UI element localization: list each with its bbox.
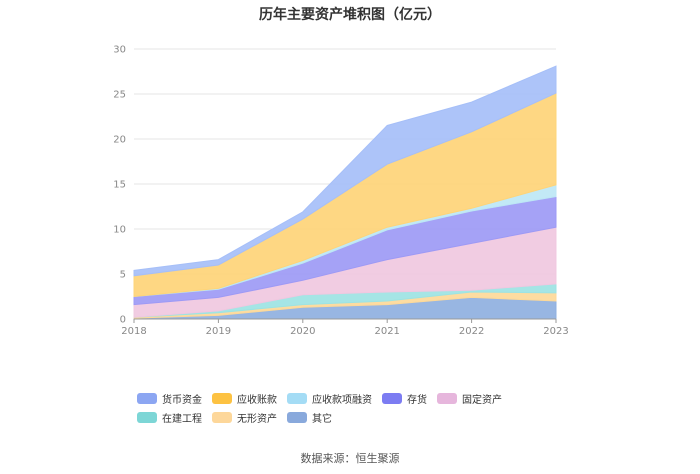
chart-title: 历年主要资产堆积图（亿元） [259, 7, 441, 23]
legend-label: 固定资产 [462, 394, 502, 406]
x-tick-label: 2020 [290, 326, 315, 337]
legend-label: 在建工程 [162, 413, 202, 425]
chart-legend: 货币资金 应收账款 应收款项融资 存货 固定资产在建工程 无形资产 其它 [137, 389, 577, 427]
x-tick-label: 2021 [374, 326, 399, 337]
legend-label: 其它 [312, 413, 332, 425]
y-tick-label: 20 [113, 135, 126, 146]
legend-item[interactable]: 其它 [287, 408, 332, 426]
x-tick-label: 2023 [543, 326, 568, 337]
legend-swatch [212, 392, 232, 404]
x-tick-label: 2018 [121, 326, 146, 337]
legend-swatch [287, 392, 307, 404]
y-tick-label: 25 [113, 90, 126, 101]
legend-label: 货币资金 [162, 394, 202, 406]
x-tick-label: 2022 [459, 326, 484, 337]
legend-item[interactable]: 固定资产 [437, 389, 502, 407]
legend-swatch [287, 411, 307, 423]
y-tick-label: 30 [113, 45, 126, 56]
data-source: 数据来源：恒生聚源 [300, 452, 400, 465]
legend-item[interactable]: 应收款项融资 [287, 389, 372, 407]
legend-item[interactable]: 在建工程 [137, 408, 202, 426]
legend-swatch [137, 411, 157, 423]
legend-swatch [437, 392, 457, 404]
legend-item[interactable]: 无形资产 [212, 408, 277, 426]
area-货币资金 [133, 65, 557, 277]
legend-label: 存货 [407, 394, 427, 406]
y-tick-label: 10 [113, 225, 126, 236]
x-tick-label: 2019 [206, 326, 231, 337]
y-tick-label: 15 [113, 180, 126, 191]
legend-item[interactable]: 应收账款 [212, 389, 277, 407]
legend-label: 应收账款 [237, 394, 277, 406]
legend-swatch [382, 392, 402, 404]
y-tick-label: 0 [120, 315, 126, 326]
legend-label: 无形资产 [237, 413, 277, 425]
legend-label: 应收款项融资 [312, 394, 372, 406]
legend-item[interactable]: 存货 [382, 389, 427, 407]
legend-swatch [212, 411, 232, 423]
legend-swatch [137, 392, 157, 404]
legend-item[interactable]: 货币资金 [137, 389, 202, 407]
y-tick-label: 5 [120, 270, 126, 281]
